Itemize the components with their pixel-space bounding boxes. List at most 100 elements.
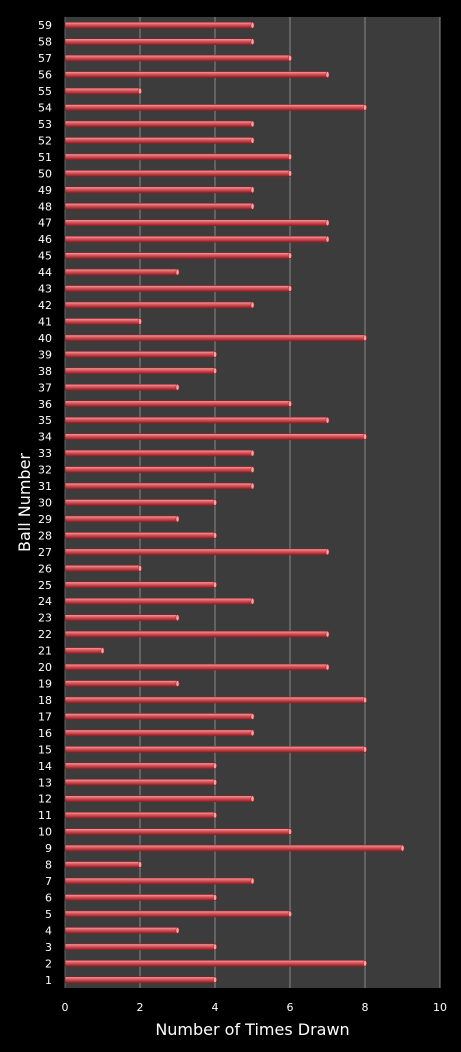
bar-body [64,713,253,720]
bar-body [64,482,253,490]
bar-body [64,877,253,885]
bar-body [64,186,253,194]
bar [64,762,217,770]
bar [64,186,255,194]
y-tick-label: 12 [38,793,52,806]
y-tick-label: 27 [38,546,52,559]
bar-body [64,433,366,440]
y-axis-title: Ball Number [15,453,34,552]
bar-body [64,219,328,227]
y-tick-label: 13 [38,776,52,789]
bar-cap [288,252,292,259]
bar [64,334,367,342]
bar-body [64,762,216,770]
bar [64,21,255,29]
bar [64,202,255,210]
bar-body [64,318,141,325]
bar-body [64,87,141,95]
bar [64,811,217,819]
bar-body [64,861,141,868]
bar [64,449,255,457]
y-tick-label: 59 [38,19,52,32]
bar-cap [213,581,217,589]
bar-cap [250,38,255,45]
y-tick-label: 25 [38,579,52,592]
y-tick-label: 14 [38,760,52,773]
bar-body [64,170,291,177]
bar-body [64,268,178,276]
y-tick-label: 47 [38,217,52,230]
bar [64,548,330,556]
y-tick-labels: 1234567891011121314151617181920212223242… [38,19,52,987]
y-tick-label: 49 [38,184,52,197]
y-tick-label: 22 [38,628,52,641]
y-tick-label: 56 [38,69,52,82]
bar-cap [213,811,217,819]
x-tick-labels: 0 2 4 6 8 10 [62,1001,448,1014]
y-tick-label: 21 [38,645,52,658]
bar [64,235,330,243]
bar [64,367,217,375]
bar-body [64,532,216,539]
y-tick-label: 48 [38,200,52,213]
bar [64,795,255,803]
bar [64,153,292,161]
bar-body [64,71,328,78]
bar-cap [250,203,255,210]
bar [64,647,105,654]
bar [64,614,180,622]
bar-body [64,449,253,457]
y-tick-label: 51 [38,151,52,164]
bar-body [64,416,328,424]
bar-cap [288,828,292,835]
x-tick-label: 8 [362,1001,369,1014]
y-tick-label: 18 [38,694,52,707]
bar-cap [325,548,330,556]
bar [64,268,180,276]
bar-body [64,960,366,967]
y-tick-label: 53 [38,118,52,131]
y-tick-label: 15 [38,743,52,756]
bar-cap [400,844,405,852]
y-tick-label: 17 [38,710,52,723]
bar-body [64,54,291,62]
bar [64,861,142,868]
bar-cap [250,877,255,885]
bar [64,927,180,934]
y-tick-label: 57 [38,52,52,65]
bar-body [64,202,253,210]
bar-body [64,630,328,638]
bar [64,894,217,901]
y-tick-label: 40 [38,332,52,345]
bar-cap [288,910,292,918]
bar [64,532,217,539]
bar-body [64,252,291,259]
bar-body [64,235,328,243]
bar-body [64,153,291,161]
bar-body [64,515,178,523]
y-tick-label: 1 [45,974,52,987]
y-tick-label: 52 [38,134,52,147]
bar-cap [138,861,142,868]
y-tick-label: 30 [38,497,52,510]
bar-cap [175,384,180,391]
bar-body [64,894,216,901]
y-tick-label: 11 [38,809,52,822]
bar [64,581,217,589]
bar [64,877,255,885]
bar-body [64,21,253,29]
bar-body [64,137,253,144]
bar-body [64,910,291,918]
y-tick-label: 43 [38,283,52,296]
y-tick-label: 46 [38,233,52,246]
bar-cap [250,449,255,457]
y-tick-label: 37 [38,381,52,394]
bar-cap [250,597,255,605]
bar-body [64,614,178,622]
bar [64,104,367,111]
bar-cap [325,630,330,638]
bar [64,38,255,45]
y-tick-label: 50 [38,167,52,180]
y-tick-label: 55 [38,85,52,98]
